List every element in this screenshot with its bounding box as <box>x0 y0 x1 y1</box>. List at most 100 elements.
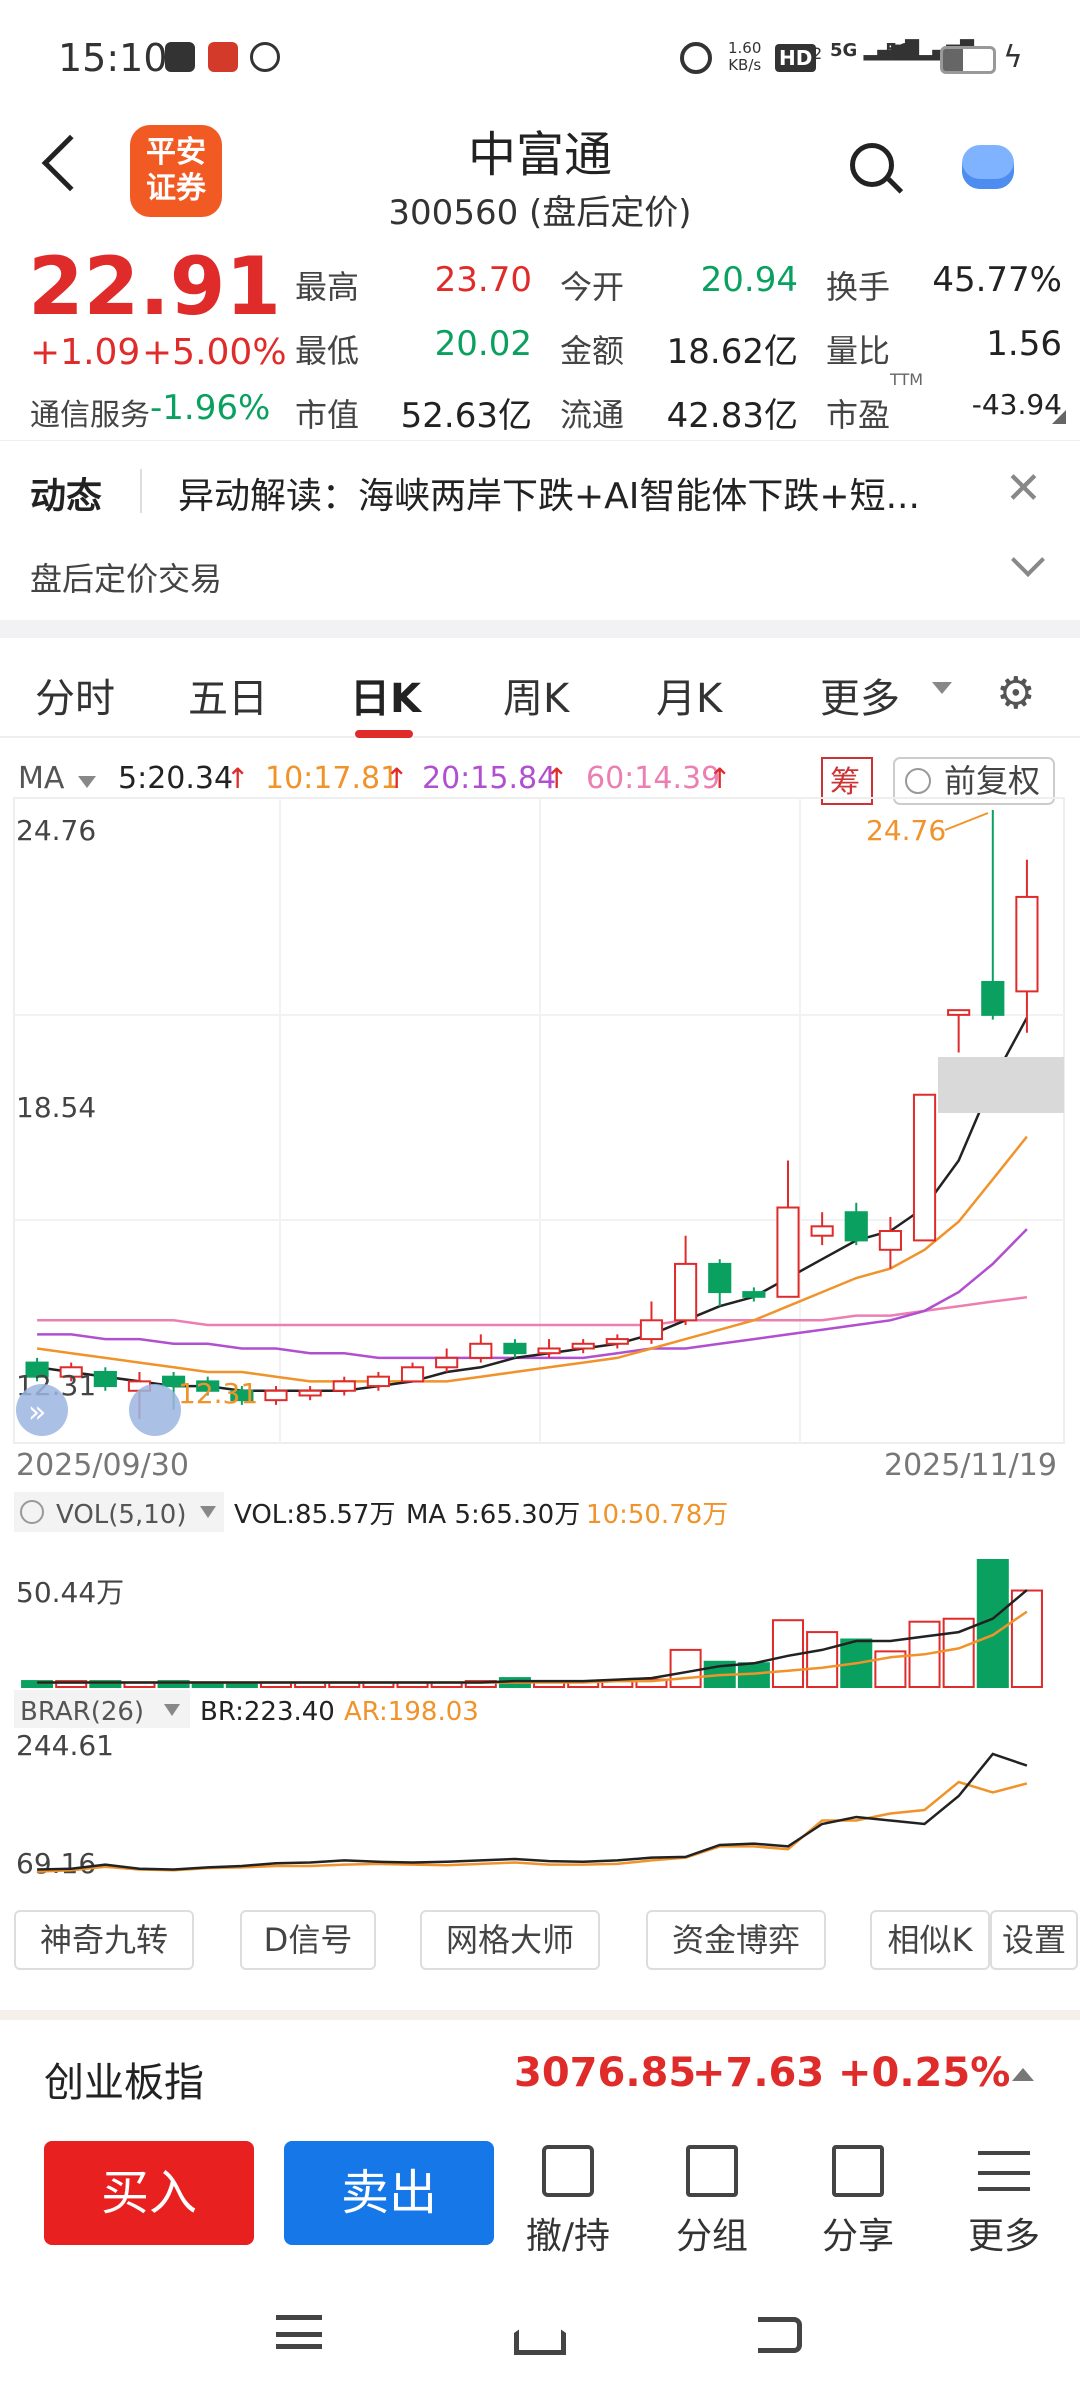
list-icon <box>978 2151 1030 2191</box>
brar-dropdown-icon[interactable] <box>164 1704 180 1716</box>
robot-assistant-icon[interactable] <box>962 145 1014 189</box>
feature-d-signal-button[interactable]: D信号 <box>240 1910 376 1970</box>
news-text[interactable]: 异动解读：海峡两岸下跌+AI智能体下跌+短... <box>178 476 920 517</box>
tab-month-k[interactable]: 月K <box>656 676 723 722</box>
fuquan-button[interactable] <box>893 757 1055 805</box>
vol-value: VOL:85.57万 <box>234 1500 395 1530</box>
vol-dropdown-icon[interactable] <box>200 1506 216 1518</box>
ma10-line <box>36 1135 1028 1383</box>
vol-ma5: MA 5:65.30万 <box>406 1500 580 1530</box>
sell-button[interactable]: 卖出 <box>284 2141 494 2245</box>
high-marker-line <box>944 812 989 831</box>
cancel-hold-label: 撤/持 <box>525 2216 611 2257</box>
quote-label: 市盈 <box>826 396 891 434</box>
date-start: 2025/09/30 <box>16 1448 189 1483</box>
gear-icon[interactable]: ⚙ <box>996 668 1036 719</box>
news-ticker[interactable]: 动态 异动解读：海峡两岸下跌+AI智能体下跌+短... ✕ <box>0 440 1080 540</box>
battery-icon <box>940 46 996 74</box>
home-icon[interactable] <box>514 2315 566 2355</box>
index-value: 3076.85 <box>514 2050 697 2096</box>
candles <box>25 810 1039 1419</box>
search-icon[interactable] <box>850 143 894 187</box>
candle-body <box>605 1338 629 1345</box>
tab-day-k[interactable]: 日K <box>350 676 421 722</box>
feature-similar-k-button[interactable]: 相似K <box>870 1910 990 1970</box>
corner-triangle <box>1052 410 1066 424</box>
tab-week-k[interactable]: 周K <box>503 676 570 722</box>
kline-chart[interactable]: MA 5:20.34 ↑ 10:17.81 ↑ 20:15.84 ↑ 60:14… <box>0 740 1080 1910</box>
quote-label: 最高 <box>295 268 360 306</box>
info-icon <box>20 1500 44 1524</box>
sector-label[interactable]: 通信服务 <box>30 398 150 433</box>
price-change: +1.09 <box>30 332 141 373</box>
chevron-down-icon[interactable] <box>1011 543 1045 577</box>
low-marker-label: 12.31 <box>178 1377 258 1410</box>
divider <box>140 469 142 513</box>
candle-body <box>1015 895 1039 993</box>
candle-body <box>435 1356 459 1369</box>
index-bar[interactable]: 创业板指 3076.85 +7.63 +0.25% <box>0 2010 1080 2125</box>
tab-more[interactable]: 更多 <box>820 676 900 722</box>
more-button[interactable]: 更多 <box>954 2145 1054 2259</box>
chips-label: 筹 <box>830 765 860 800</box>
news-tag: 动态 <box>30 476 103 517</box>
candle-body <box>571 1342 595 1350</box>
candle-body <box>503 1342 527 1355</box>
candle-body <box>639 1319 664 1341</box>
active-tab-indicator <box>355 730 413 738</box>
tab-fenshi[interactable]: 分时 <box>35 676 115 722</box>
quote-label: 换手 <box>826 268 891 306</box>
sector-change: -1.96% <box>150 388 271 428</box>
volume-bar <box>942 1617 975 1688</box>
quote-value: 52.63亿 <box>400 396 532 436</box>
expand-up-icon[interactable] <box>1012 2068 1034 2081</box>
candle-body <box>196 1380 220 1392</box>
quote-value: 45.77% <box>932 260 1062 300</box>
ma20-line <box>37 1228 1028 1360</box>
feature-nine-turn-button[interactable]: 神奇九转 <box>14 1910 194 1970</box>
ma10-arrow: ↑ <box>385 762 408 795</box>
candle-body <box>981 980 1005 1016</box>
share-label: 分享 <box>821 2216 894 2257</box>
stock-name: 中富通 <box>467 127 612 183</box>
volume-bar <box>669 1648 702 1688</box>
feature-settings-button[interactable]: 设置 <box>990 1910 1078 1970</box>
period-tabs: 分时 五日 日K 周K 月K 更多 ⚙ <box>0 638 1080 738</box>
feature-grid-master-button[interactable]: 网格大师 <box>420 1910 600 1970</box>
quote-panel: 22.91 +1.09 +5.00% 通信服务 -1.96% 最高 23.70 今开… <box>0 240 1080 440</box>
back-nav-icon[interactable] <box>758 2317 802 2353</box>
group-button[interactable]: 分组 <box>662 2145 762 2259</box>
menu-icon[interactable] <box>276 2315 322 2349</box>
candle-body <box>947 1009 971 1016</box>
expand-left-glyph: » <box>28 1395 46 1430</box>
candle-body <box>537 1347 561 1355</box>
tab-wuri[interactable]: 五日 <box>188 676 268 722</box>
volume-bar <box>89 1680 122 1689</box>
share-button[interactable]: 分享 <box>808 2145 908 2259</box>
quote-value: 42.83亿 <box>666 396 798 436</box>
ma10-value: 10:17.81 <box>265 761 399 796</box>
dropdown-icon[interactable] <box>932 682 952 694</box>
app-notification-icon <box>208 42 238 72</box>
ma-dropdown-icon[interactable] <box>78 776 96 788</box>
feature-fund-game-button[interactable]: 资金博弈 <box>646 1910 826 1970</box>
cancel-hold-icon <box>542 2145 594 2197</box>
ma5-value: 5:20.34 <box>118 761 233 796</box>
cancel-hold-button[interactable]: 撤/持 <box>518 2145 618 2259</box>
buy-button[interactable]: 买入 <box>44 2141 254 2245</box>
quote-value: 23.70 <box>434 260 532 300</box>
index-change-pct: +0.25% <box>838 2050 1011 2096</box>
expand-left-icon[interactable] <box>16 1384 68 1436</box>
volume-bar <box>157 1680 190 1689</box>
vol-selector-button[interactable] <box>14 1492 224 1532</box>
signal-icon: 5G ▂▄▆█ <box>830 40 919 61</box>
app-notification-icon <box>165 42 195 72</box>
brar-lines <box>37 1752 1028 1873</box>
ma-label[interactable]: MA <box>18 761 65 796</box>
after-hours-row[interactable]: 盘后定价交易 <box>0 540 1080 620</box>
brar-selector-button[interactable] <box>14 1690 190 1728</box>
br-line <box>37 1752 1028 1871</box>
close-icon[interactable]: ✕ <box>1005 463 1042 514</box>
crosshair-icon[interactable] <box>129 1384 181 1436</box>
chips-button[interactable] <box>821 757 873 805</box>
